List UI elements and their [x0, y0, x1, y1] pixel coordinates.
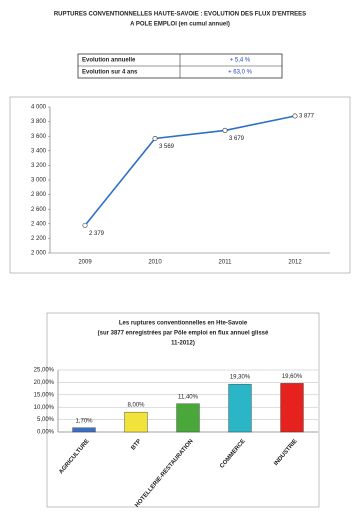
point: [152, 135, 158, 141]
x-tick-label: 2009: [78, 260, 92, 266]
y-tick-label: 5,00%: [37, 417, 55, 423]
title: RUPTURES CONVENTIONNELLES HAUTE-SAVOIE :…: [54, 12, 306, 18]
chart-title: 11-2012): [171, 341, 195, 347]
cell: + 63,0 %: [228, 70, 253, 76]
chart-frame: [9, 96, 351, 274]
x-tick-label: HOTELLERIE-RESTAURATION: [134, 438, 194, 508]
y-tick-label: 3 600: [31, 134, 47, 140]
x-tick-label: 2012: [288, 260, 302, 266]
cell: Evolution annuelle: [82, 58, 136, 64]
value-label: 19,60%: [282, 374, 303, 380]
y-tick-label: 20,00%: [34, 380, 55, 386]
line: [84, 115, 296, 226]
x-tick-label: 2011: [219, 260, 233, 266]
y-tick-label: 3 400: [31, 148, 47, 154]
value-label: 3 679: [229, 136, 245, 142]
y-tick-label: 2 400: [31, 221, 47, 227]
x-tick-label: BTP: [130, 438, 142, 451]
value-label: 19,30%: [230, 375, 251, 381]
x-tick-label: INDUSTRIE: [273, 438, 298, 467]
bar: [72, 427, 96, 433]
point: [222, 127, 228, 133]
y-tick-label: 2 200: [31, 236, 47, 242]
value-label: 3 877: [299, 114, 315, 120]
y-tick-label: 2 800: [31, 192, 47, 198]
point: [82, 222, 88, 228]
cell: + 5,4 %: [230, 58, 251, 64]
value-label: 11,40%: [178, 394, 199, 400]
y-tick-label: 10,00%: [34, 405, 55, 411]
bar: [124, 411, 148, 433]
y-tick-label: 2 600: [31, 207, 47, 213]
y-tick-label: 3 200: [31, 163, 47, 169]
x-tick-label: COMMERCE: [219, 438, 247, 469]
cell: Evolution sur 4 ans: [82, 70, 138, 76]
bar: [280, 383, 304, 433]
chart-title: Les ruptures conventionnelles en Hte-Sav…: [119, 321, 248, 327]
y-tick-label: 0,00%: [37, 430, 55, 436]
value-label: 8,00%: [127, 403, 145, 409]
x-tick-label: AGRICULTURE: [58, 438, 90, 475]
title: A POLE EMPLOI (en cumul annuel): [130, 22, 230, 28]
point: [292, 113, 298, 119]
y-tick-label: 15,00%: [34, 392, 55, 398]
value-label: 2 379: [89, 231, 105, 237]
x-tick-label: 2010: [148, 260, 162, 266]
bar: [228, 383, 252, 433]
value-label: 1,70%: [75, 418, 93, 424]
y-tick-label: 2 000: [31, 251, 47, 257]
y-tick-label: 3 000: [31, 178, 47, 184]
value-label: 3 569: [159, 144, 175, 150]
y-tick-label: 3 800: [31, 119, 47, 125]
y-tick-label: 25,00%: [34, 368, 55, 374]
chart-title: (sur 3877 enregistrées par Pôle emploi e…: [98, 331, 269, 337]
y-tick-label: 4 000: [31, 105, 47, 111]
bar: [176, 403, 200, 433]
chart-frame: [46, 312, 320, 508]
